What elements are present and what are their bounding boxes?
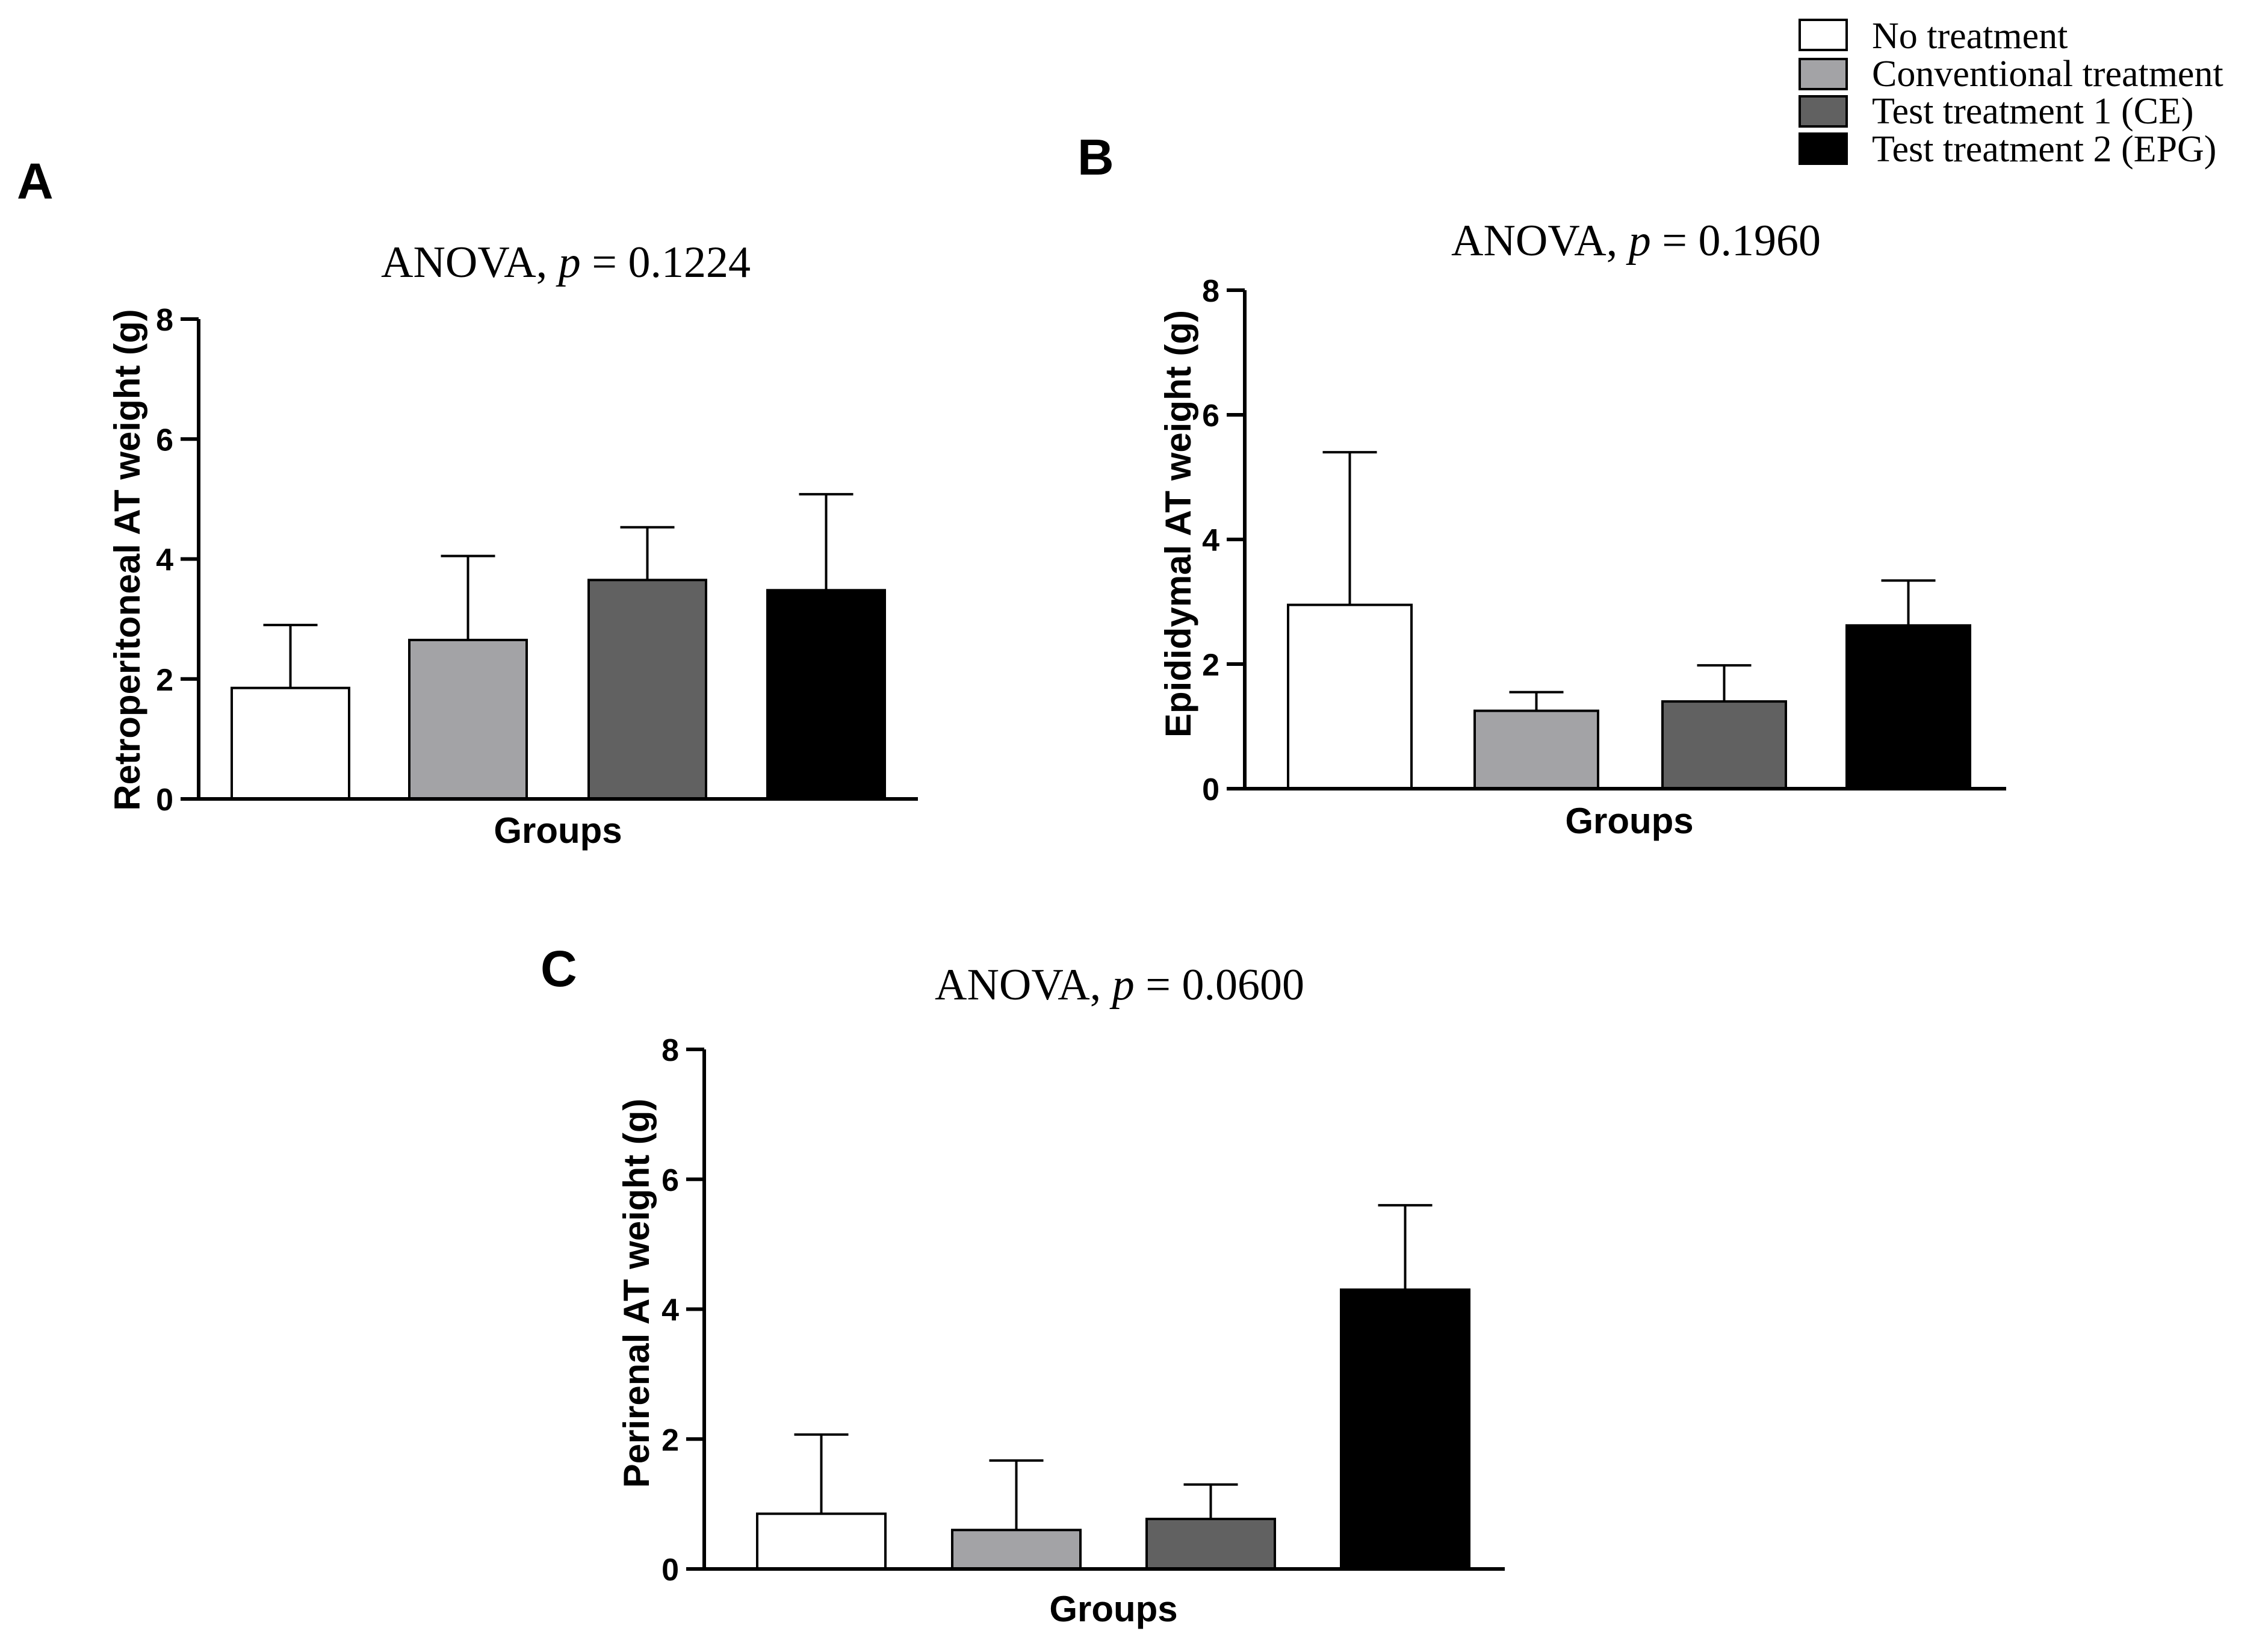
panel-c-anova-prefix: ANOVA,: [935, 960, 1112, 1010]
panel-c-letter: C: [541, 940, 577, 997]
panel-c-bar-test-treatment-1: [1145, 1517, 1276, 1571]
panel-b-bars: [1287, 451, 1971, 790]
panel-a-y-axis-title: Retroperitoneal AT weight (g): [107, 309, 147, 810]
legend-label-conventional-treatment: Conventional treatment: [1872, 54, 2223, 95]
panel-b-y-tick-label: 0: [1202, 772, 1219, 807]
panel-c-y-tick-label: 8: [662, 1033, 679, 1068]
panel-b-axes: [1243, 290, 2006, 790]
legend-swatch-no-treatment: [1799, 19, 1848, 51]
panel-a-bar-test-treatment-1: [587, 579, 707, 801]
panel-b: B ANOVA, p = 0.1960 Epididymal AT weight…: [1077, 129, 2006, 841]
panel-a-bar-test-treatment-2: [766, 589, 886, 800]
panel-c-ticks: 0 2 4 6 8: [662, 1033, 704, 1588]
panel-c-y-axis-title: Perirenal AT weight (g): [616, 1099, 657, 1488]
panel-b-ticks: 0 2 4 6 8: [1202, 274, 1245, 807]
panel-a-letter: A: [17, 153, 54, 210]
panel-b-bar-test-treatment-1: [1661, 700, 1787, 790]
panel-a-anova-prefix: ANOVA,: [381, 238, 559, 287]
legend-label-test-treatment-1: Test treatment 1 (CE): [1872, 91, 2194, 132]
panel-a-y-tick-label: 2: [156, 663, 173, 698]
legend-swatch-test-treatment-1: [1799, 95, 1848, 128]
legend-item-test-treatment-2: Test treatment 2 (EPG): [1799, 129, 2216, 170]
panel-b-bar-conventional-treatment: [1473, 709, 1599, 790]
panel-c-bar-conventional-treatment: [951, 1529, 1082, 1570]
panel-b-y-tick-label: 2: [1202, 648, 1219, 683]
legend-swatch-test-treatment-2: [1799, 132, 1848, 165]
panel-a-anova-value: = 0.1224: [581, 238, 751, 287]
panel-b-y-tick-label: 4: [1202, 523, 1219, 558]
panel-b-bar-no-treatment: [1287, 603, 1413, 790]
panel-a-bar-no-treatment: [231, 686, 350, 800]
panel-a-y-tick-label: 6: [156, 423, 173, 458]
panel-b-anova-p: p: [1626, 216, 1651, 266]
legend-label-no-treatment: No treatment: [1872, 16, 2068, 57]
panel-a-anova-p: p: [556, 238, 581, 287]
legend-swatch-conventional-treatment: [1799, 58, 1848, 90]
panel-c-y-tick-label: 4: [662, 1293, 679, 1328]
panel-c-bar-no-treatment: [756, 1512, 887, 1570]
panel-b-letter: B: [1077, 129, 1114, 185]
panel-c-anova-p: p: [1109, 960, 1135, 1010]
panel-b-anova-prefix: ANOVA,: [1451, 216, 1629, 266]
panel-c-bars: [756, 1204, 1470, 1571]
panel-b-anova-title: ANOVA, p = 0.1960: [1451, 216, 1821, 266]
legend-label-test-treatment-2: Test treatment 2 (EPG): [1872, 129, 2216, 170]
panel-a-axes: [197, 319, 918, 801]
panel-c-axes: [702, 1049, 1505, 1571]
legend-item-test-treatment-1: Test treatment 1 (CE): [1799, 91, 2194, 132]
panel-a-y-tick-label: 0: [156, 783, 173, 818]
panel-a-ticks: 0 2 4 6 8: [156, 303, 199, 818]
panel-b-y-tick-label: 6: [1202, 399, 1219, 433]
panel-b-x-axis-title: Groups: [1565, 801, 1693, 841]
panel-b-anova-value: = 0.1960: [1651, 216, 1821, 266]
legend: No treatment Conventional treatment Test…: [1799, 16, 2223, 170]
panel-a-anova-title: ANOVA, p = 0.1224: [381, 238, 751, 287]
panel-a-y-tick-label: 4: [156, 543, 173, 578]
panel-b-y-tick-label: 8: [1202, 274, 1219, 309]
panel-a-bar-conventional-treatment: [408, 638, 528, 801]
panel-c-y-tick-label: 6: [662, 1163, 679, 1198]
legend-item-conventional-treatment: Conventional treatment: [1799, 54, 2223, 95]
panel-a-bars: [231, 492, 886, 801]
panel-c-anova-title: ANOVA, p = 0.0600: [935, 960, 1304, 1010]
panel-b-y-axis-title: Epididymal AT weight (g): [1158, 310, 1198, 738]
panel-c-x-axis-title: Groups: [1049, 1589, 1177, 1629]
panel-a-y-tick-label: 8: [156, 303, 173, 338]
panel-c-y-tick-label: 0: [662, 1553, 679, 1588]
panel-a-x-axis-title: Groups: [494, 810, 622, 851]
legend-item-no-treatment: No treatment: [1799, 16, 2068, 57]
panel-b-bar-test-treatment-2: [1845, 624, 1971, 790]
panel-c: C ANOVA, p = 0.0600 Perirenal AT weight …: [541, 940, 1505, 1629]
panel-a: A ANOVA, p = 0.1224 Retroperitoneal AT w…: [17, 153, 918, 851]
panel-c-anova-value: = 0.0600: [1135, 960, 1304, 1010]
panel-c-y-tick-label: 2: [662, 1423, 679, 1458]
panel-c-bar-test-treatment-2: [1340, 1288, 1470, 1570]
